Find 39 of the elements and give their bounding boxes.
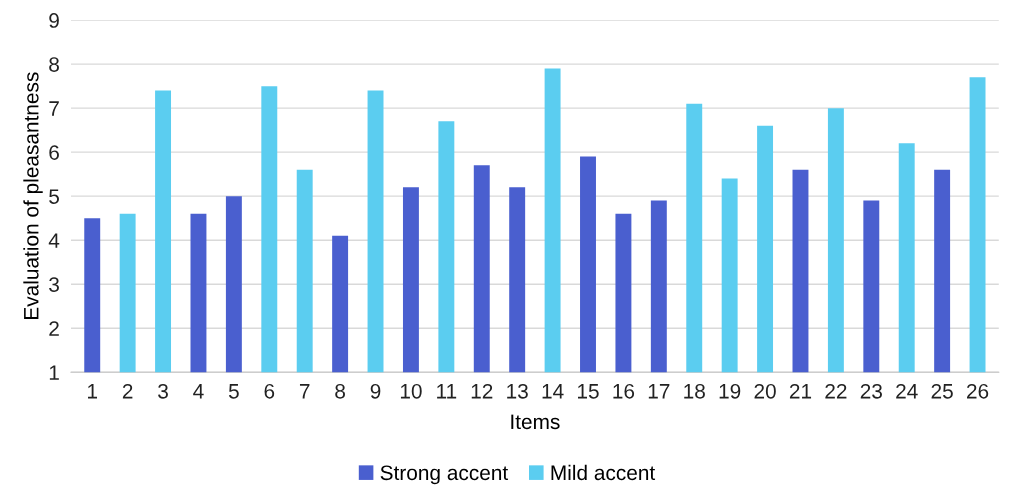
x-tick-label: 23	[860, 383, 882, 399]
y-tick-label: 2	[49, 321, 59, 336]
x-axis-title: Items	[511, 414, 560, 430]
x-tick-label: 22	[825, 383, 847, 399]
legend-label: Mild accent	[551, 464, 656, 481]
x-tick-label: 12	[471, 383, 493, 399]
x-tick-label: 1	[88, 384, 97, 399]
y-tick-label: 7	[49, 101, 59, 116]
x-tick-label: 7	[299, 384, 310, 399]
y-tick-label: 1	[49, 365, 59, 380]
x-tick-label: 11	[437, 384, 457, 399]
legend-label: Strong accent	[380, 465, 509, 485]
x-tick-label: 25	[931, 383, 953, 399]
x-tick-label: 5	[228, 384, 239, 399]
x-tick-label: 24	[896, 383, 918, 399]
x-tick-label: 2	[122, 383, 133, 399]
x-tick-label: 17	[648, 384, 670, 399]
x-tick-label: 3	[158, 383, 168, 399]
y-axis-title: Evaluation of pleasantness	[23, 72, 43, 319]
x-tick-label: 16	[613, 383, 635, 399]
y-tick-label: 8	[49, 57, 59, 72]
y-tick-label: 6	[49, 145, 59, 160]
x-tick-label: 8	[335, 383, 345, 399]
x-tick-label: 13	[507, 383, 528, 399]
y-tick-label: 3	[49, 277, 59, 292]
x-tick-label: 15	[578, 384, 599, 399]
x-tick-label: 14	[542, 384, 564, 399]
x-tick-label: 10	[400, 383, 422, 399]
y-tick-label: 4	[48, 233, 60, 248]
x-tick-label: 6	[264, 383, 275, 399]
x-tick-label: 19	[719, 383, 741, 399]
y-tick-label: 5	[49, 189, 59, 204]
x-tick-label: 26	[967, 383, 989, 399]
x-tick-label: 4	[193, 384, 204, 399]
x-tick-label: 20	[754, 383, 776, 399]
x-tick-label: 18	[684, 383, 705, 399]
x-tick-label: 9	[370, 383, 381, 399]
y-tick-label: 9	[49, 13, 59, 28]
x-tick-label: 21	[789, 383, 812, 399]
